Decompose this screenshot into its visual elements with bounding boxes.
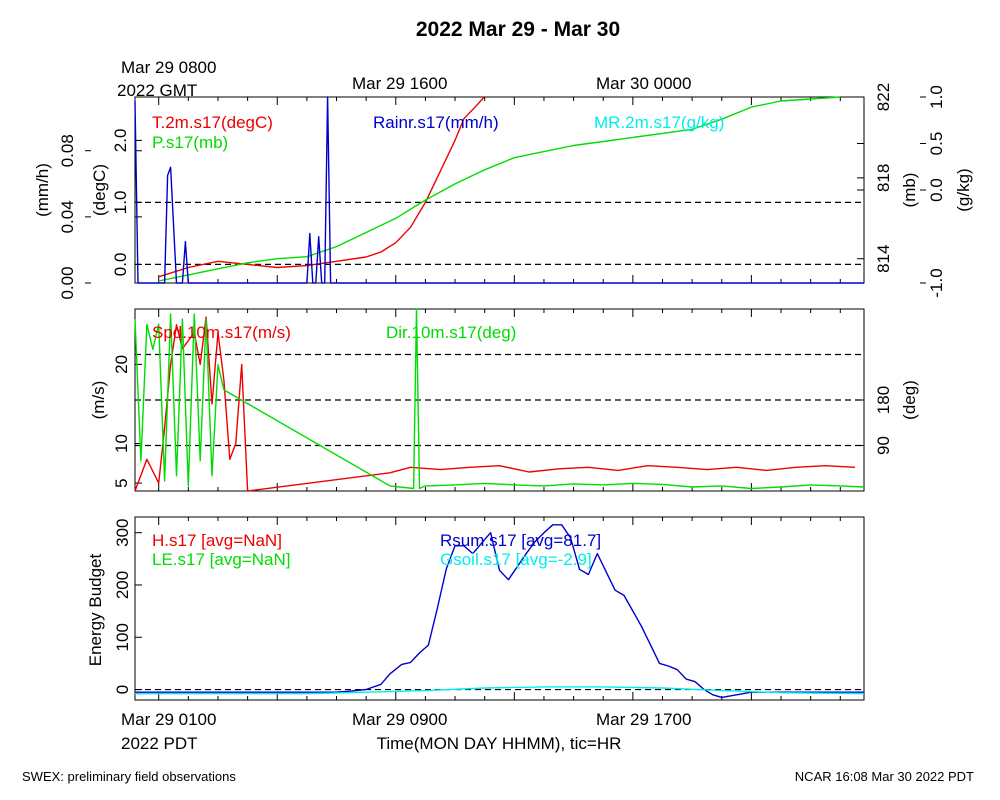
legend-wind-speed: Spd.10m.s17(m/s): [152, 323, 291, 342]
bottom-legend: H.s17 [avg=NaN] LE.s17 [avg=NaN] Rsum.s1…: [152, 531, 601, 569]
bottom-time-label-0-line2: 2022 PDT: [121, 734, 198, 753]
middle-left-axis-label: (m/s): [89, 381, 108, 420]
legend-mixing-ratio: MR.2m.s17(g/kg): [594, 113, 724, 132]
top-time-label-2: Mar 30 0000: [596, 74, 691, 93]
top-right-inner-axis-label: (mb): [900, 173, 919, 208]
legend-pressure: P.s17(mb): [152, 133, 228, 152]
reference-lines: [135, 201, 864, 691]
legend-soil-heat: Gsoil.s17 [avg=-2.9]: [440, 550, 592, 569]
tick-marks: 0.00 0.04 0.08 0.0 1.0 2.0 814 818 822 -1.0 0.0 0.5…: [58, 83, 946, 700]
series-line-top-1: [158, 96, 841, 282]
y-tick-label-top-right_inner: 814: [874, 245, 893, 273]
top-time-label-0-line2: 2022 GMT: [117, 81, 197, 100]
legend-rainrate: Rainr.s17(mm/h): [373, 113, 499, 132]
x-axis-label: Time(MON DAY HHMM), tic=HR: [377, 734, 622, 753]
series-line-top-2: [134, 96, 864, 284]
top-time-label-0-line1: Mar 29 0800: [121, 58, 216, 77]
legend-wind-direction: Dir.10m.s17(deg): [386, 323, 516, 342]
y-tick-label-bottom-left: 200: [113, 571, 132, 599]
bottom-left-axis-label: Energy Budget: [86, 553, 105, 666]
y-tick-label-middle-right: 180: [874, 386, 893, 414]
y-tick-label-top-right_outer: 1.0: [927, 85, 946, 109]
y-tick-label-top-right_inner: 818: [874, 164, 893, 192]
middle-legend: Spd.10m.s17(m/s) Dir.10m.s17(deg): [152, 323, 516, 342]
y-tick-label-middle-right: 90: [874, 436, 893, 455]
y-tick-label-middle-left: 5: [112, 478, 131, 487]
y-tick-label-bottom-left: 100: [113, 623, 132, 651]
series-line-top-0: [158, 96, 486, 278]
y-tick-label-bottom-left: 0: [113, 685, 132, 694]
chart-title: 2022 Mar 29 - Mar 30: [416, 18, 620, 41]
y-tick-label-top-left_inner: 1.0: [111, 191, 130, 215]
y-tick-label-top-right_outer: 0.5: [927, 132, 946, 156]
y-tick-label-top-right_outer: 0.0: [927, 178, 946, 202]
y-tick-label-top-left_outer: 0.04: [58, 200, 77, 233]
bottom-time-label-2: Mar 29 1700: [596, 710, 691, 729]
y-tick-label-middle-left: 20: [112, 355, 131, 374]
legend-sensible-heat: H.s17 [avg=NaN]: [152, 531, 282, 550]
y-tick-label-bottom-left: 300: [113, 518, 132, 546]
bottom-time-label-0-line1: Mar 29 0100: [121, 710, 216, 729]
top-legend: T.2m.s17(degC) P.s17(mb) Rainr.s17(mm/h)…: [152, 113, 724, 152]
y-tick-label-top-left_inner: 0.0: [111, 253, 130, 277]
top-time-label-1: Mar 29 1600: [352, 74, 447, 93]
top-left-inner-axis-label: (degC): [90, 164, 109, 216]
footer-right: NCAR 16:08 Mar 30 2022 PDT: [795, 769, 974, 784]
y-tick-label-top-right_inner: 822: [874, 83, 893, 111]
series-line-middle-0: [134, 316, 856, 492]
y-tick-label-top-left_outer: 0.08: [58, 134, 77, 167]
top-right-outer-axis-label: (g/kg): [954, 168, 973, 211]
y-tick-label-top-left_inner: 2.0: [111, 129, 130, 153]
legend-temp: T.2m.s17(degC): [152, 113, 273, 132]
y-tick-label-top-left_outer: 0.00: [58, 266, 77, 299]
middle-right-axis-label: (deg): [900, 380, 919, 420]
bottom-time-axis: Mar 29 0100 2022 PDT Mar 29 0900 Mar 29 …: [121, 710, 691, 753]
series-line-middle-1: [134, 308, 865, 490]
footer-left: SWEX: preliminary field observations: [22, 769, 236, 784]
top-left-outer-axis-label: (mm/h): [33, 163, 52, 217]
bottom-time-label-1: Mar 29 0900: [352, 710, 447, 729]
bottom-panel-frame: [134, 516, 865, 701]
y-tick-label-middle-left: 10: [112, 434, 131, 453]
y-tick-label-top-right_outer: -1.0: [927, 268, 946, 297]
series-line-bottom-3: [135, 686, 865, 695]
legend-net-radiation: Rsum.s17 [avg=81.7]: [440, 531, 601, 550]
series-line-bottom-2: [135, 524, 864, 699]
legend-latent-heat: LE.s17 [avg=NaN]: [152, 550, 290, 569]
top-time-axis: Mar 29 0800 2022 GMT Mar 29 1600 Mar 30 …: [117, 58, 691, 100]
data-series: [134, 96, 865, 699]
